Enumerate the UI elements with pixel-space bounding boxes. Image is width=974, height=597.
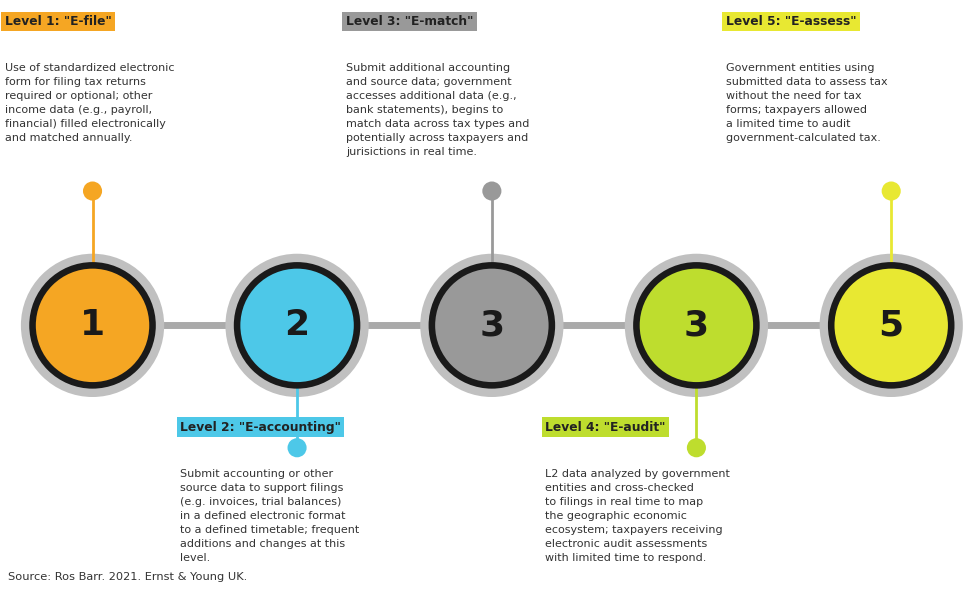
Ellipse shape: [83, 181, 102, 201]
Text: Level 5: "E-assess": Level 5: "E-assess": [726, 15, 856, 28]
Ellipse shape: [29, 262, 156, 389]
Text: Level 1: "E-file": Level 1: "E-file": [5, 15, 112, 28]
Text: Level 2: "E-accounting": Level 2: "E-accounting": [180, 421, 341, 434]
Ellipse shape: [241, 269, 354, 382]
Ellipse shape: [287, 438, 307, 457]
Text: Government entities using
submitted data to assess tax
without the need for tax
: Government entities using submitted data…: [726, 63, 887, 143]
Text: Level 4: "E-audit": Level 4: "E-audit": [545, 421, 666, 434]
Ellipse shape: [633, 262, 760, 389]
Ellipse shape: [429, 262, 555, 389]
Text: 2: 2: [284, 309, 310, 342]
Ellipse shape: [435, 269, 548, 382]
Ellipse shape: [819, 254, 963, 397]
Ellipse shape: [420, 254, 564, 397]
Text: Level 3: "E-match": Level 3: "E-match": [346, 15, 473, 28]
Ellipse shape: [881, 181, 901, 201]
Text: 3: 3: [479, 309, 505, 342]
Ellipse shape: [234, 262, 360, 389]
Text: Submit additional accounting
and source data; government
accesses additional dat: Submit additional accounting and source …: [346, 63, 529, 156]
Ellipse shape: [20, 254, 165, 397]
Ellipse shape: [828, 262, 955, 389]
Ellipse shape: [624, 254, 768, 397]
Text: Submit accounting or other
source data to support filings
(e.g. invoices, trial : Submit accounting or other source data t…: [180, 469, 359, 562]
Text: Source: Ros Barr. 2021. Ernst & Young UK.: Source: Ros Barr. 2021. Ernst & Young UK…: [8, 572, 247, 582]
Text: 5: 5: [879, 309, 904, 342]
Text: 3: 3: [684, 309, 709, 342]
Text: L2 data analyzed by government
entities and cross-checked
to filings in real tim: L2 data analyzed by government entities …: [545, 469, 730, 562]
Ellipse shape: [482, 181, 502, 201]
Text: 1: 1: [80, 309, 105, 342]
Ellipse shape: [36, 269, 149, 382]
Ellipse shape: [687, 438, 706, 457]
Ellipse shape: [835, 269, 948, 382]
Text: Use of standardized electronic
form for filing tax returns
required or optional;: Use of standardized electronic form for …: [5, 63, 174, 143]
Ellipse shape: [640, 269, 753, 382]
Ellipse shape: [225, 254, 369, 397]
